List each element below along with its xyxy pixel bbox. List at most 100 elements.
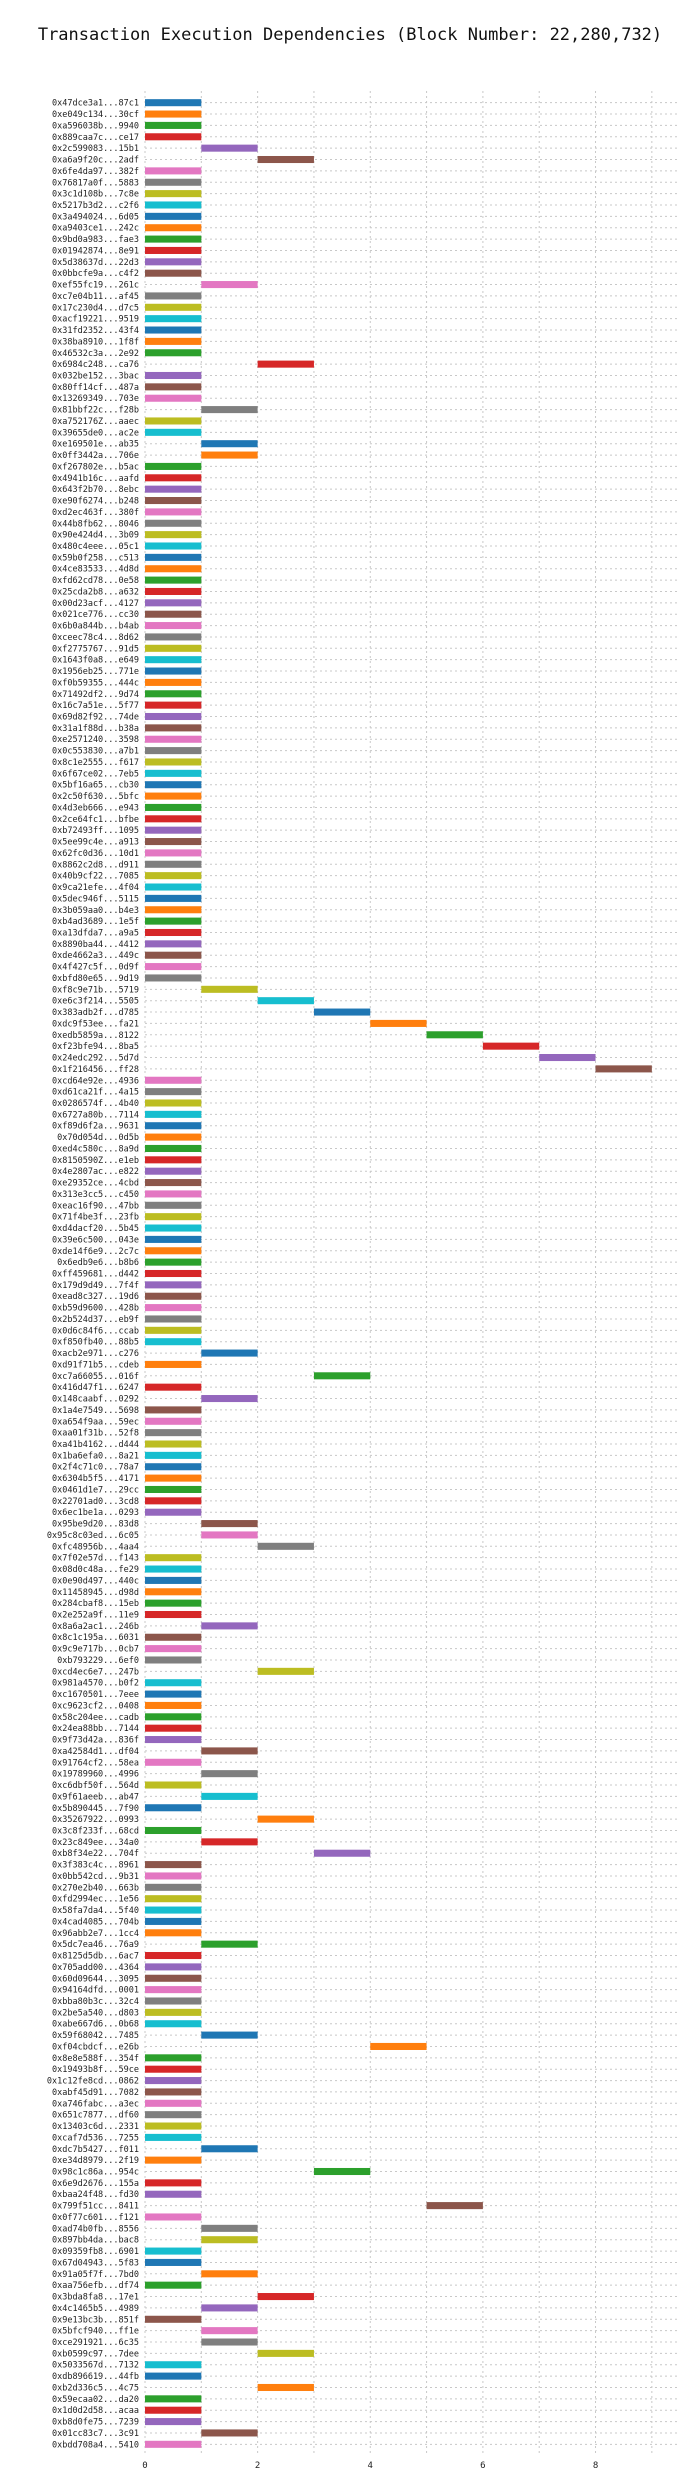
tx-label: 0xf8c9e71b...5719 — [52, 985, 139, 995]
tx-label: 0x60d09644...3095 — [52, 1974, 139, 1984]
transaction-bar — [145, 1122, 202, 1130]
transaction-bar — [257, 2349, 314, 2357]
tx-label: 0x8150590Z...e1eb — [52, 1156, 139, 1166]
tx-label: 0xabf45d91...7082 — [52, 2088, 139, 2098]
transaction-bar — [201, 1395, 258, 1403]
tx-label: 0x5b890445...7f90 — [52, 1804, 139, 1814]
transaction-bar — [145, 485, 202, 493]
tx-label: 0x9e13bc3b...851f — [52, 2315, 139, 2325]
tx-label: 0x0f77c601...f121 — [52, 2213, 139, 2223]
tx-label: 0x01cc83c7...3c91 — [52, 2429, 139, 2439]
tx-label: 0x4f427c5f...0d9f — [52, 963, 139, 973]
transaction-bar — [145, 133, 202, 141]
transaction-bar — [145, 1588, 202, 1596]
tx-label: 0xa654f9aa...59ec — [52, 1417, 139, 1427]
tx-label: 0x6ec1be1a...0293 — [52, 1508, 139, 1518]
transaction-bar — [145, 349, 202, 357]
transaction-bar — [257, 1667, 314, 1675]
tx-label: 0x889caa7c...ce17 — [52, 133, 139, 143]
tx-label: 0x2ce64fc1...bfbe — [52, 815, 139, 825]
transaction-bar — [426, 1031, 483, 1039]
transaction-bar — [145, 2077, 202, 2085]
tx-label: 0x0e90d497...440c — [52, 1576, 139, 1586]
tx-label: 0x19789960...4996 — [52, 1770, 139, 1780]
transaction-bar — [145, 917, 202, 925]
transaction-bar — [145, 1645, 202, 1653]
tx-label: 0x24ea88bb...7144 — [52, 1724, 139, 1734]
tx-label: 0x17c230d4...d7c5 — [52, 303, 139, 313]
transaction-bar — [145, 1576, 202, 1584]
transaction-bar — [145, 1247, 202, 1255]
transaction-bar — [145, 178, 202, 186]
tx-label: 0x96abb2e7...1cc4 — [52, 1929, 139, 1939]
tx-label: 0x00d23acf...4127 — [52, 599, 139, 609]
tx-label: 0x2be5a540...d803 — [52, 2008, 139, 2018]
tx-label: 0xceec78c4...8d62 — [52, 633, 139, 643]
transaction-bar — [145, 292, 202, 300]
tx-label: 0x91764cf2...58ea — [52, 1758, 139, 1768]
transaction-bar — [145, 1599, 202, 1607]
tx-label: 0x383adb2f...d785 — [52, 1008, 139, 1018]
tx-label: 0x39655de0...ac2e — [52, 428, 139, 438]
tx-label: 0x25cda2b8...a632 — [52, 587, 139, 597]
tx-label: 0xacb2e971...c276 — [52, 1349, 139, 1359]
tx-label: 0xedb5859a...8122 — [52, 1031, 139, 1041]
tx-label: 0x8c1c195a...6031 — [52, 1633, 139, 1643]
transaction-bar — [145, 1713, 202, 1721]
transaction-bar — [257, 2293, 314, 2301]
transaction-bar — [145, 190, 202, 198]
transaction-bar — [145, 928, 202, 937]
tx-label: 0xbdd708a4...5410 — [52, 2440, 139, 2450]
tx-label: 0x0286574f...4b40 — [52, 1099, 139, 1109]
transaction-bar — [145, 303, 202, 311]
tx-label: 0xd61ca21f...4a15 — [52, 1088, 139, 1098]
tx-label: 0x23c849ee...34a0 — [52, 1838, 139, 1848]
tx-label: 0x59b0f258...c513 — [52, 553, 139, 563]
tx-label: 0x1c12fe8cd...0862 — [47, 2077, 139, 2087]
tx-label: 0x0ff3442a...706e — [52, 451, 139, 461]
transaction-bar — [145, 1497, 202, 1505]
transaction-bar — [145, 610, 202, 618]
transaction-bar — [145, 690, 202, 698]
tx-label: 0x8890ba44...4412 — [52, 940, 139, 950]
tx-label: 0x59f68042...7485 — [52, 2031, 139, 2041]
x-tick-label: 2 — [255, 2461, 260, 2471]
transaction-bar — [145, 1986, 202, 1994]
transaction-bar — [145, 1451, 202, 1459]
transaction-bar — [145, 315, 202, 323]
tx-label: 0x9bd0a983...fae3 — [52, 235, 139, 245]
transaction-bar — [145, 1929, 202, 1937]
tx-label: 0xd2ec463f...380f — [52, 508, 139, 518]
transaction-bar — [145, 1076, 202, 1084]
transaction-bar — [145, 644, 202, 652]
transaction-bar — [145, 371, 202, 380]
transaction-bar — [145, 508, 202, 516]
transaction-bar — [201, 2224, 258, 2232]
transaction-bar — [145, 1292, 202, 1300]
tx-label: 0x032be152...3bac — [52, 371, 139, 381]
transaction-bar — [257, 360, 314, 368]
transaction-bar — [145, 1917, 202, 1925]
x-tick-label: 6 — [480, 2461, 485, 2471]
tx-label: 0xaa01f31b...52f8 — [52, 1429, 139, 1439]
transaction-bar — [539, 1054, 596, 1062]
tx-label: 0x95c8c03ed...6c05 — [47, 1531, 139, 1541]
transaction-bar — [145, 2099, 202, 2107]
transaction-bar — [145, 701, 202, 709]
tx-label: 0x0bb542cd...9b31 — [52, 1872, 139, 1882]
transaction-bar — [145, 622, 202, 630]
tx-label: 0x46532c3a...2e92 — [52, 349, 139, 359]
transaction-bar — [145, 99, 202, 107]
tx-label: 0xf2775767...91d5 — [52, 644, 139, 654]
transaction-bar — [145, 792, 202, 800]
transaction-bar — [145, 497, 202, 505]
transaction-bar — [145, 531, 202, 539]
tx-label: 0xed4c580c...8a9d — [52, 1144, 139, 1154]
tx-label: 0xff459681...d442 — [52, 1270, 139, 1280]
transaction-bar — [145, 940, 202, 948]
transaction-bar — [145, 167, 202, 175]
tx-label: 0xcd4ec6e7...247b — [52, 1667, 139, 1677]
transaction-bar — [145, 974, 202, 982]
transaction-bar — [145, 758, 202, 766]
x-tick-labels: 0 2 4 6 8 — [142, 2461, 598, 2471]
